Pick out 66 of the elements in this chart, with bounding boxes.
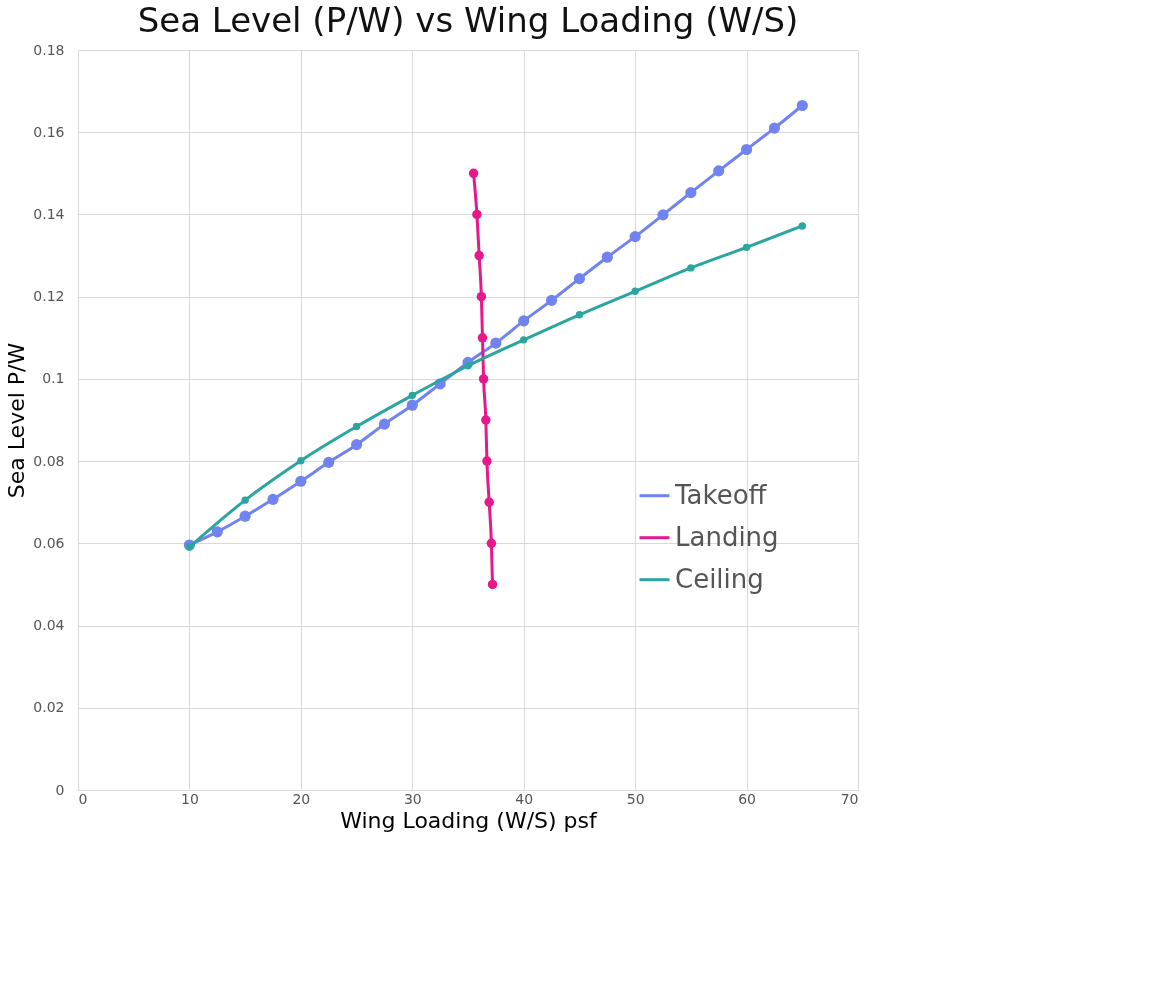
point (464, 362, 472, 370)
legend-label: Landing (675, 521, 779, 552)
point (518, 315, 530, 327)
point (629, 231, 641, 243)
point (575, 311, 584, 319)
y-tick-label: 0.12 (33, 288, 65, 305)
point (798, 222, 806, 230)
point (740, 143, 753, 156)
point (468, 168, 479, 179)
point (631, 287, 639, 296)
point (477, 333, 488, 343)
x-tick-label: 30 (403, 790, 422, 807)
point (487, 579, 498, 590)
point (478, 374, 489, 384)
y-tick-label: 0.04 (33, 617, 65, 634)
y-tick-label: 0.18 (33, 41, 65, 58)
point (520, 336, 528, 344)
point (323, 456, 335, 468)
point (408, 391, 416, 400)
y-tick-label: 0.02 (33, 699, 65, 716)
point (476, 291, 487, 302)
point (481, 415, 491, 425)
x-tick-label: 60 (738, 790, 756, 807)
point (185, 543, 194, 551)
point (295, 475, 307, 487)
x-tick-label: 10 (181, 790, 199, 807)
point (378, 418, 391, 430)
point (472, 209, 482, 220)
point (267, 493, 279, 505)
point (601, 251, 613, 263)
y-tick-label: 0.08 (33, 452, 65, 469)
point (239, 510, 251, 522)
point (713, 165, 725, 177)
point (486, 538, 497, 549)
point (482, 456, 492, 466)
point (490, 337, 502, 349)
x-axis-title: Wing Loading (W/S) psf (340, 807, 599, 833)
y-tick-label: 0.06 (33, 534, 65, 551)
y-tick-label: 0.16 (33, 123, 65, 140)
point (687, 264, 695, 272)
point (742, 243, 751, 252)
x-tick-label: 20 (292, 790, 311, 807)
x-tick-label: 40 (515, 790, 534, 807)
point (573, 273, 586, 285)
point (685, 187, 697, 199)
point (545, 294, 558, 306)
x-tick-label: 50 (626, 790, 645, 807)
point (796, 99, 808, 112)
legend-label: Ceiling (675, 563, 764, 594)
point (768, 122, 781, 134)
y-tick-label: 0.1 (42, 370, 65, 387)
point (474, 250, 484, 261)
point (406, 399, 418, 411)
x-tick-label: 0 (78, 790, 88, 807)
point (241, 496, 249, 504)
point (350, 439, 363, 451)
point (297, 457, 305, 465)
x-tick-label: 70 (840, 790, 859, 807)
point (657, 209, 669, 221)
point (484, 497, 494, 507)
y-tick-label: 0.14 (33, 205, 65, 222)
chart-title: Sea Level (P/W) vs Wing Loading (W/S) (137, 0, 799, 40)
legend-label: Takeoff (674, 479, 768, 510)
point (211, 526, 223, 538)
y-axis-title: Sea Level P/W (4, 342, 30, 499)
point (352, 422, 361, 431)
